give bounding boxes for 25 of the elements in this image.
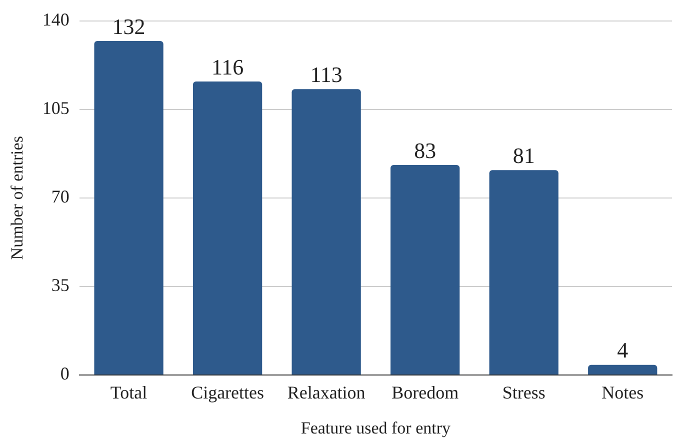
x-tick-label: Stress (502, 382, 546, 403)
y-tick-label: 70 (51, 186, 70, 207)
data-label: 83 (414, 138, 436, 163)
y-tick-label: 140 (42, 10, 70, 30)
bar (489, 170, 558, 374)
x-tick-label: Boredom (392, 382, 459, 403)
y-tick-label: 105 (42, 98, 70, 118)
data-label: 4 (617, 338, 628, 363)
bar (390, 165, 460, 374)
x-tick-label: Cigarettes (191, 382, 264, 403)
x-tick-label: Notes (602, 382, 644, 403)
y-tick-label: 35 (51, 275, 70, 296)
data-label: 113 (310, 62, 342, 87)
data-label: 81 (512, 142, 535, 168)
data-label: 132 (112, 14, 146, 39)
bar (94, 41, 164, 374)
x-axis-title: Feature used for entry (300, 418, 452, 438)
bar (292, 89, 361, 374)
bar (588, 364, 658, 374)
y-tick-label: 0 (60, 364, 70, 384)
x-tick-label: Total (110, 382, 148, 403)
bar (192, 82, 262, 374)
y-axis-title: Number of entries (8, 136, 27, 260)
data-label: 116 (211, 54, 244, 80)
x-tick-label: Relaxation (287, 382, 366, 403)
